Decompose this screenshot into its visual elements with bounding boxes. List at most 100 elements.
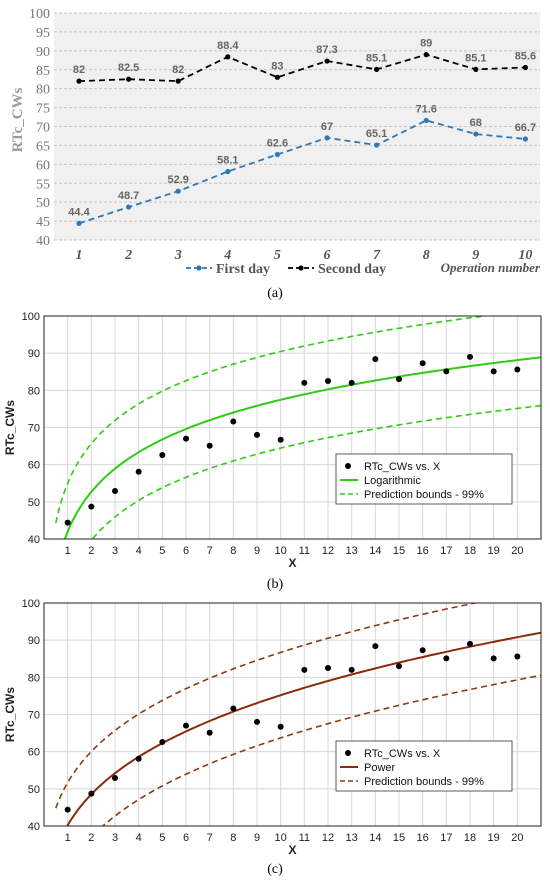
x-tick-label: 18 [464,545,476,557]
x-tick-label: 16 [417,545,429,557]
fit-line [63,356,541,539]
data-point [76,220,82,226]
x-tick-label: 2 [88,545,94,557]
data-point [490,368,497,375]
data-label: 82 [172,64,184,76]
data-point [254,431,260,438]
x-tick-label: 7 [373,248,381,263]
data-point [274,74,280,80]
y-tick-label: 40 [36,234,50,249]
data-label: 83 [271,60,283,72]
x-tick-label: 14 [369,832,381,844]
x-tick-label: 3 [174,248,182,263]
data-label: 89 [420,38,432,50]
x-tick-label: 13 [346,545,358,557]
data-point [277,723,284,730]
y-axis-label: RTc_CWs [3,687,17,742]
legend-label: RTc_CWs vs. X [364,748,441,760]
x-tick-label: 12 [322,545,334,557]
panel-label-c: (c) [267,862,283,877]
data-label: 66.7 [515,122,536,134]
legend: RTc_CWs vs. X Logarithmic Prediction bound… [335,453,513,505]
x-tick-label: 17 [440,832,452,844]
data-label: 88.4 [217,40,239,52]
data-point [419,647,426,654]
data-points [64,640,521,813]
x-axis-label: X [288,556,296,570]
y-tick-label: 75 [36,102,50,117]
x-tick-label: 11 [299,832,310,844]
axes-box [43,315,542,540]
data-point [225,54,231,60]
x-tick-label: 4 [136,832,142,844]
data-label: 85.1 [366,52,387,64]
x-tick-label: 20 [511,545,523,557]
upper-prediction-bound [55,316,490,524]
data-point [514,366,521,373]
y-tick-label: 60 [28,460,40,472]
x-tick-label: 10 [275,832,287,844]
data-point [396,376,402,383]
series-line [78,119,526,225]
y-tick-label: 40 [28,821,40,833]
y-tick-label: 55 [36,177,50,192]
y-tick-label: 85 [36,64,50,79]
y-tick-label: 90 [28,348,40,360]
panel-label-a: (a) [267,286,283,301]
x-tick-label: 12 [322,832,334,844]
y-axis-label: RTc_CWs [3,400,17,455]
legend-marker [345,750,351,756]
legend-box [335,740,513,792]
fit-curves [55,316,541,539]
lower-prediction-bound [91,404,541,539]
data-label: 82 [73,64,85,76]
data-point [88,503,95,510]
x-tick-labels: 1 2 3 4 5 6 7 8 9 10 [76,248,533,263]
legend-label: Power [364,762,396,774]
data-point [135,755,142,762]
data-point [183,722,189,729]
x-tick-label: 3 [112,545,118,557]
data-label: 85.6 [515,50,536,62]
data-point [64,806,71,813]
y-tick-label: 50 [28,497,40,509]
legend-marker [196,265,202,271]
x-tick-label: 10 [275,545,287,557]
data-point [183,435,189,442]
data-label: 87.3 [316,44,337,56]
x-tick-label: 5 [274,248,281,263]
y-tick-label: 70 [28,423,40,435]
y-tick-label: 80 [36,83,50,98]
y-tick-label: 100 [22,311,40,323]
x-tick-label: 6 [183,832,189,844]
x-tick-label: 8 [230,545,236,557]
data-point [135,468,142,475]
x-tick-label: 5 [159,545,165,557]
y-tick-label: 70 [28,710,40,722]
x-tick-label: 7 [207,832,213,844]
x-tick-label: 19 [488,545,500,557]
y-tick-label: 60 [28,747,40,759]
x-tick-label: 4 [136,545,142,557]
lower-prediction-bound [101,674,541,826]
legend-label: Logarithmic [364,475,421,487]
y-tick-label: 90 [36,45,50,60]
data-point [301,666,308,673]
data-label: 82.5 [118,62,139,74]
data-point [126,204,132,210]
data-point [423,117,429,124]
x-tick-label: 4 [223,248,231,263]
data-label: 58.1 [217,155,238,167]
y-tick-label: 50 [36,196,50,211]
x-tick-label: 20 [511,832,523,844]
x-tick-label: 10 [518,248,532,263]
series-lines: 44.4 48.7 52.9 58.1 62.6 67 65.1 71.6 68 66.7 82 82… [68,38,536,226]
data-point [443,655,450,662]
y-tick-label: 45 [36,215,50,230]
data-label: 65.1 [366,128,387,140]
x-tick-label: 16 [417,832,429,844]
data-point [348,379,355,386]
x-tick-label: 1 [65,545,71,557]
data-point [112,488,118,495]
